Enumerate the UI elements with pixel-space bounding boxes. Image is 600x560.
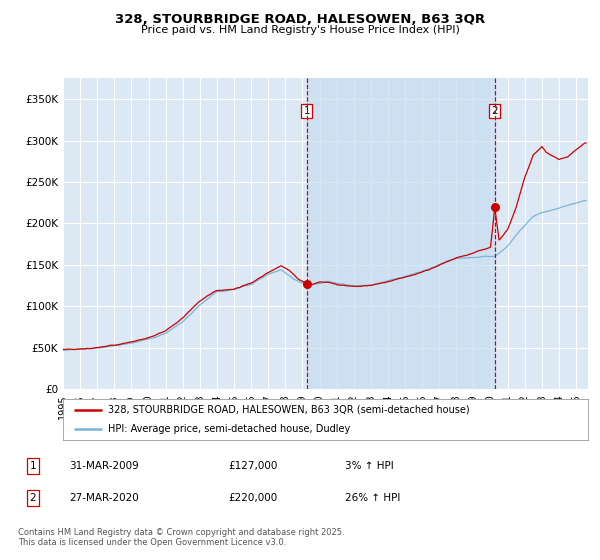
Text: Price paid vs. HM Land Registry's House Price Index (HPI): Price paid vs. HM Land Registry's House … [140, 25, 460, 35]
Text: 328, STOURBRIDGE ROAD, HALESOWEN, B63 3QR (semi-detached house): 328, STOURBRIDGE ROAD, HALESOWEN, B63 3Q… [107, 405, 469, 415]
Text: 26% ↑ HPI: 26% ↑ HPI [345, 493, 400, 503]
Text: 31-MAR-2009: 31-MAR-2009 [69, 461, 139, 471]
Text: 1: 1 [304, 106, 310, 116]
Text: 3% ↑ HPI: 3% ↑ HPI [345, 461, 394, 471]
Text: 2: 2 [491, 106, 498, 116]
Text: Contains HM Land Registry data © Crown copyright and database right 2025.
This d: Contains HM Land Registry data © Crown c… [18, 528, 344, 548]
Text: 2: 2 [29, 493, 37, 503]
Text: 27-MAR-2020: 27-MAR-2020 [69, 493, 139, 503]
Text: 328, STOURBRIDGE ROAD, HALESOWEN, B63 3QR: 328, STOURBRIDGE ROAD, HALESOWEN, B63 3Q… [115, 13, 485, 26]
Text: 1: 1 [29, 461, 37, 471]
Text: HPI: Average price, semi-detached house, Dudley: HPI: Average price, semi-detached house,… [107, 424, 350, 435]
Text: £127,000: £127,000 [228, 461, 277, 471]
Text: £220,000: £220,000 [228, 493, 277, 503]
Bar [307, 78, 495, 389]
